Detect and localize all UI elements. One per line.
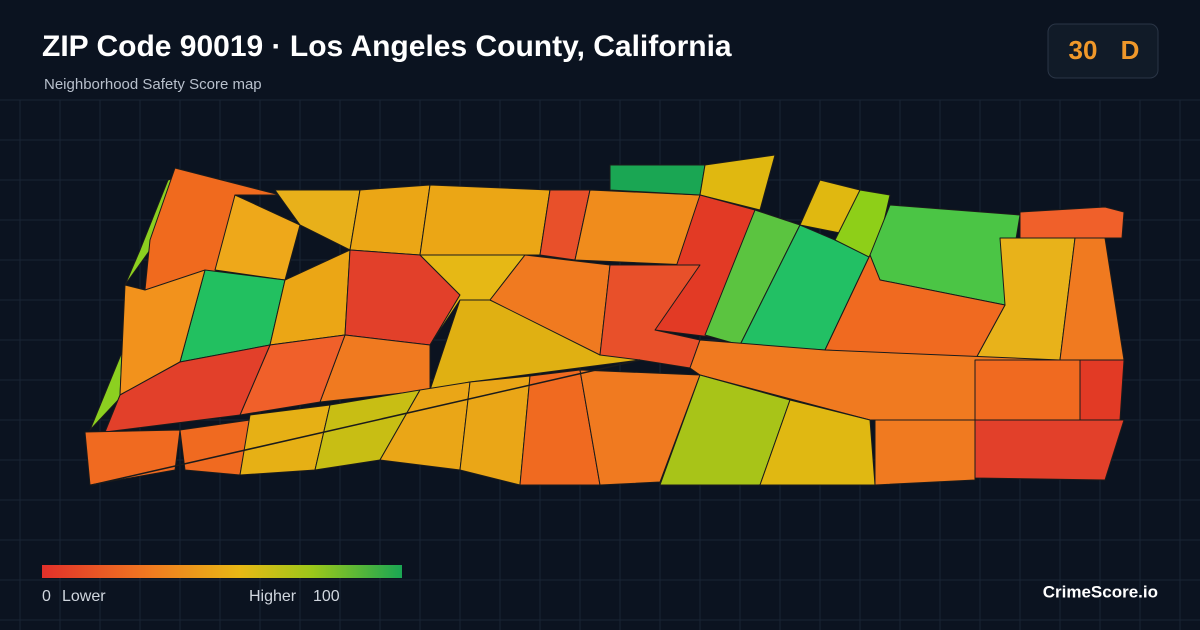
score-grade: D — [1121, 35, 1140, 65]
area — [874, 419, 976, 486]
area — [974, 419, 1125, 481]
legend-max: 100 — [313, 588, 340, 605]
score-value: 30 — [1069, 35, 1098, 65]
legend-min: 0 — [42, 588, 51, 605]
area — [419, 184, 551, 256]
area — [104, 344, 271, 433]
area — [579, 369, 701, 486]
title: ZIP Code 90019 · Los Angeles County, Cal… — [42, 30, 732, 63]
area — [1079, 359, 1125, 421]
area — [84, 429, 181, 486]
score-badge — [1047, 23, 1159, 79]
legend-max-label: Higher — [249, 588, 297, 605]
area — [609, 164, 706, 196]
legend-gradient — [42, 565, 402, 578]
road-line — [91, 359, 641, 486]
area — [179, 419, 251, 476]
area — [1019, 206, 1125, 239]
area — [429, 299, 641, 391]
brand: CrimeScore.io — [1043, 582, 1158, 601]
legend-min-label: Lower — [62, 588, 106, 605]
area — [349, 184, 431, 256]
area — [974, 359, 1081, 421]
map — [84, 154, 1125, 486]
area — [699, 154, 776, 211]
subtitle: Neighborhood Safety Score map — [44, 76, 262, 93]
